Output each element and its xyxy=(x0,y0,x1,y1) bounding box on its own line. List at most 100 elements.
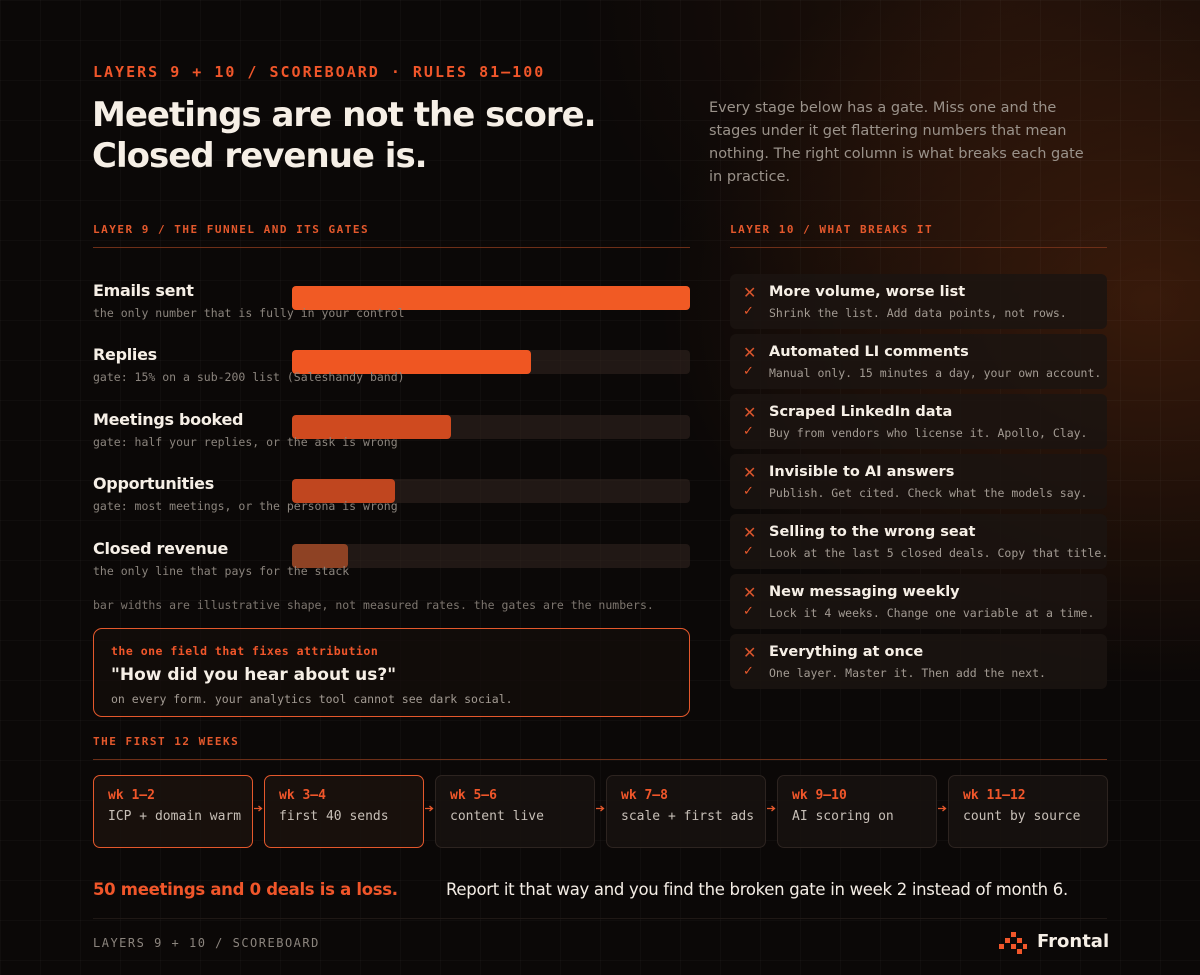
week-desc: content live xyxy=(450,809,544,824)
x-icon: ✕ xyxy=(743,283,757,302)
callout-sub: on every form. your analytics tool canno… xyxy=(111,692,513,706)
stage-title: Meetings booked xyxy=(93,410,244,429)
stage-gate: gate: half your replies, or the ask is w… xyxy=(93,435,398,449)
week-card: wk 5–6 content live xyxy=(435,775,595,848)
bar-width-note: bar widths are illustrative shape, not m… xyxy=(93,598,654,612)
break-title: New messaging weekly xyxy=(769,584,960,600)
stage-bar-fill xyxy=(292,479,396,503)
breaks-divider xyxy=(730,247,1107,248)
check-icon: ✓ xyxy=(743,364,754,379)
week-card: wk 11–12 count by source xyxy=(948,775,1108,848)
funnel-section-label: LAYER 9 / THE FUNNEL AND ITS GATES xyxy=(93,223,370,236)
break-item: ✕ ✓ Selling to the wrong seat Look at th… xyxy=(730,514,1109,569)
week-card: wk 1–2 ICP + domain warm xyxy=(93,775,253,848)
break-item: ✕ ✓ Scraped LinkedIn data Buy from vendo… xyxy=(730,394,1107,449)
stage-bar-fill xyxy=(292,415,452,439)
footer-label: LAYERS 9 + 10 / SCOREBOARD xyxy=(93,936,320,950)
frontal-logo-icon xyxy=(999,932,1027,954)
check-icon: ✓ xyxy=(743,664,754,679)
arrow-right-icon xyxy=(767,805,776,812)
callout-question: "How did you hear about us?" xyxy=(111,665,397,685)
timeline-divider xyxy=(93,759,1107,760)
break-fix: Shrink the list. Add data points, not ro… xyxy=(769,306,1067,320)
week-label: wk 5–6 xyxy=(450,788,497,803)
stage-title: Replies xyxy=(93,345,157,364)
funnel-stage-meetings-booked: Meetings booked gate: half your replies,… xyxy=(93,410,690,470)
check-icon: ✓ xyxy=(743,424,754,439)
break-title: Selling to the wrong seat xyxy=(769,524,976,540)
arrow-right-icon xyxy=(938,805,947,812)
stage-title: Closed revenue xyxy=(93,539,229,558)
break-fix: One layer. Master it. Then add the next. xyxy=(769,666,1046,680)
check-icon: ✓ xyxy=(743,484,754,499)
headline-line-2: Closed revenue is. xyxy=(92,136,428,176)
break-fix: Manual only. 15 minutes a day, your own … xyxy=(769,366,1102,380)
breaks-section-label: LAYER 10 / WHAT BREAKS IT xyxy=(730,223,934,236)
week-desc: AI scoring on xyxy=(792,809,894,824)
x-icon: ✕ xyxy=(743,583,757,602)
break-item: ✕ ✓ New messaging weekly Lock it 4 weeks… xyxy=(730,574,1107,629)
funnel-stage-closed-revenue: Closed revenue the only line that pays f… xyxy=(93,539,690,599)
timeline-section-label: THE FIRST 12 WEEKS xyxy=(93,735,240,748)
x-icon: ✕ xyxy=(743,463,757,482)
funnel-divider xyxy=(93,247,690,248)
break-title: Everything at once xyxy=(769,644,924,660)
week-desc: first 40 sends xyxy=(279,809,389,824)
week-label: wk 11–12 xyxy=(963,788,1026,803)
stage-bar-track xyxy=(292,415,690,439)
brand-name: Frontal xyxy=(1037,931,1110,952)
stage-gate: gate: 15% on a sub-200 list (Saleshandy … xyxy=(93,370,405,384)
break-item: ✕ ✓ Automated LI comments Manual only. 1… xyxy=(730,334,1107,389)
break-fix: Buy from vendors who license it. Apollo,… xyxy=(769,426,1088,440)
brand-logo: Frontal xyxy=(999,930,1109,956)
x-icon: ✕ xyxy=(743,343,757,362)
break-title: Scraped LinkedIn data xyxy=(769,404,953,420)
break-fix: Publish. Get cited. Check what the model… xyxy=(769,486,1088,500)
x-icon: ✕ xyxy=(743,643,757,662)
funnel-stage-emails-sent: Emails sent the only number that is full… xyxy=(93,281,690,341)
headline: Meetings are not the score. Closed reven… xyxy=(92,95,597,177)
footer-divider xyxy=(93,918,1107,919)
attribution-callout: the one field that fixes attribution "Ho… xyxy=(93,628,690,717)
eyebrow: LAYERS 9 + 10 / SCOREBOARD · RULES 81–10… xyxy=(93,63,546,81)
week-label: wk 7–8 xyxy=(621,788,668,803)
stage-gate: the only line that pays for the stack xyxy=(93,564,350,578)
intro-text: Every stage below has a gate. Miss one a… xyxy=(709,100,1084,185)
loss-statement: 50 meetings and 0 deals is a loss. xyxy=(93,880,398,899)
week-desc: scale + first ads xyxy=(621,809,755,824)
week-label: wk 9–10 xyxy=(792,788,847,803)
check-icon: ✓ xyxy=(743,304,754,319)
funnel-stage-opportunities: Opportunities gate: most meetings, or th… xyxy=(93,474,690,534)
break-fix: Look at the last 5 closed deals. Copy th… xyxy=(769,546,1109,560)
headline-line-1: Meetings are not the score. xyxy=(92,95,597,135)
week-card: wk 9–10 AI scoring on xyxy=(777,775,937,848)
stage-title: Emails sent xyxy=(93,281,194,300)
arrow-right-icon xyxy=(596,805,605,812)
stage-bar-track xyxy=(292,286,690,310)
x-icon: ✕ xyxy=(743,403,757,422)
break-item: ✕ ✓ Invisible to AI answers Publish. Get… xyxy=(730,454,1107,509)
stage-gate: gate: most meetings, or the persona is w… xyxy=(93,499,398,513)
break-fix: Lock it 4 weeks. Change one variable at … xyxy=(769,606,1095,620)
week-card: wk 7–8 scale + first ads xyxy=(606,775,766,848)
callout-tag: the one field that fixes attribution xyxy=(111,644,379,658)
stage-bar-fill xyxy=(292,286,690,310)
week-label: wk 1–2 xyxy=(108,788,155,803)
break-item: ✕ ✓ Everything at once One layer. Master… xyxy=(730,634,1107,689)
break-item: ✕ ✓ More volume, worse list Shrink the l… xyxy=(730,274,1107,329)
funnel-stage-replies: Replies gate: 15% on a sub-200 list (Sal… xyxy=(93,345,690,405)
stage-bar-fill xyxy=(292,350,531,374)
stage-bar-track xyxy=(292,544,690,568)
stage-bar-track xyxy=(292,479,690,503)
stage-bar-fill xyxy=(292,544,348,568)
arrow-right-icon xyxy=(254,805,263,812)
break-title: Automated LI comments xyxy=(769,344,969,360)
stage-gate: the only number that is fully in your co… xyxy=(93,306,405,320)
break-title: Invisible to AI answers xyxy=(769,464,955,480)
arrow-right-icon xyxy=(425,805,434,812)
check-icon: ✓ xyxy=(743,604,754,619)
week-card: wk 3–4 first 40 sends xyxy=(264,775,424,848)
stage-bar-track xyxy=(292,350,690,374)
week-desc: ICP + domain warm xyxy=(108,809,242,824)
check-icon: ✓ xyxy=(743,544,754,559)
